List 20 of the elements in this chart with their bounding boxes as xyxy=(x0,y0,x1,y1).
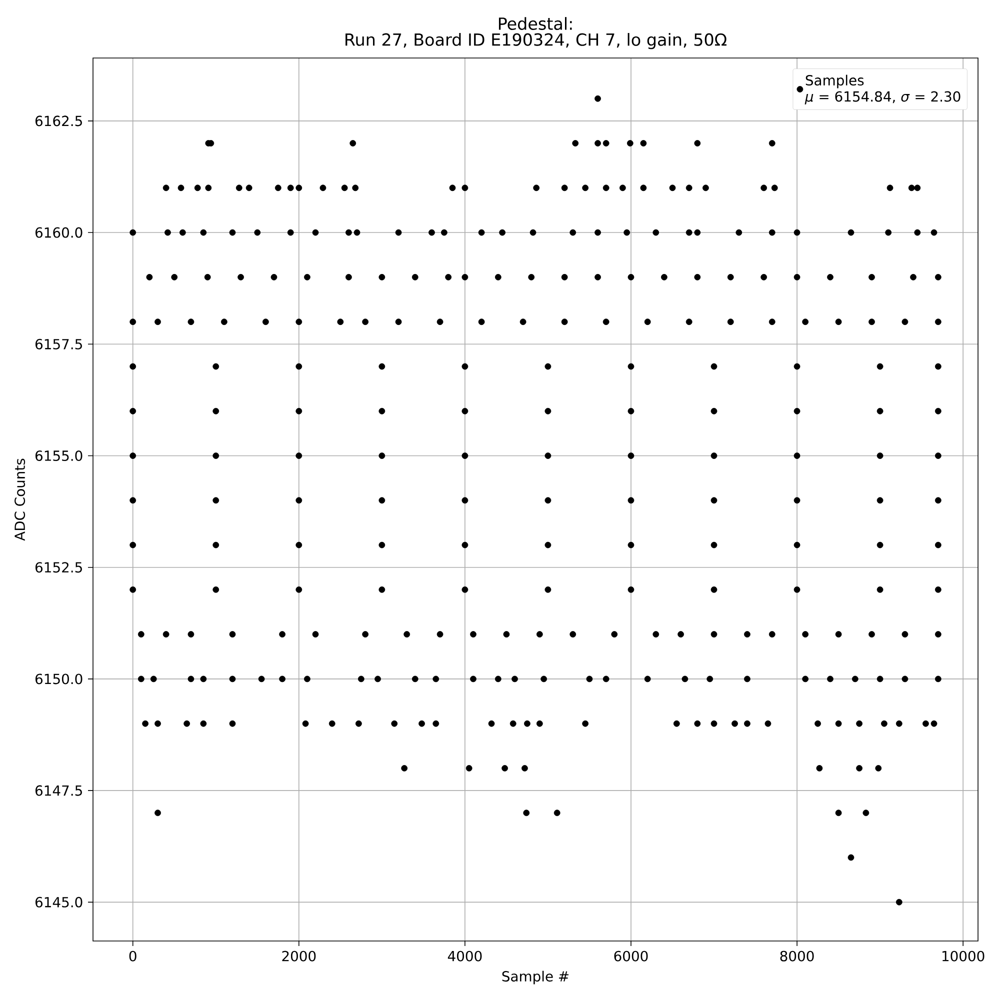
x-tick-label: 0 xyxy=(129,950,136,962)
chart-title: Pedestal: xyxy=(498,17,572,30)
annotation: μ = 6154.84, σ = 2.30 xyxy=(804,91,960,104)
chart-subtitle: Run 27, Board ID E190324, CH 7, lo gain, 50Ω xyxy=(346,32,726,50)
x-axis-title: Sample # xyxy=(502,970,569,984)
y-tick-label: 6150.0 xyxy=(36,674,82,684)
y-tick-label: 6157.5 xyxy=(36,338,82,350)
y-tick-label: 6160.0 xyxy=(36,227,82,238)
y-tick-label: 6152.5 xyxy=(36,562,82,573)
x-tick-label: 10000 xyxy=(942,950,984,962)
y-tick-label: 6162.5 xyxy=(36,116,82,126)
y-axis-title: ADC Counts xyxy=(14,458,26,541)
legend-label: Samples xyxy=(806,74,864,88)
x-tick-label: 6000 xyxy=(614,950,648,962)
x-tick-label: 4000 xyxy=(448,950,482,962)
x-tick-label: 2000 xyxy=(282,950,316,962)
y-tick-label: 6155.0 xyxy=(36,450,82,462)
y-tick-label: 6145.0 xyxy=(36,896,82,908)
y-tick-label: 6147.5 xyxy=(36,785,82,796)
x-tick-label: 8000 xyxy=(780,950,814,962)
